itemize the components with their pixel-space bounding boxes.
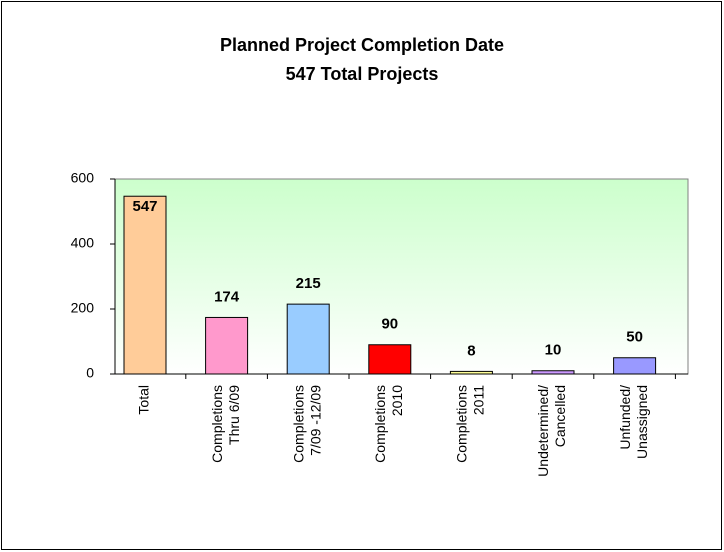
- value-label: 10: [545, 342, 562, 359]
- bar: [613, 357, 657, 375]
- x-tick-label: Cancelled: [552, 385, 568, 447]
- x-tick-label: Undetermined/: [535, 385, 551, 477]
- bar: [368, 344, 412, 375]
- value-label: 50: [626, 329, 643, 346]
- x-tick-label: Thru 6/09: [226, 385, 242, 445]
- value-label: 8: [467, 342, 475, 359]
- x-tick-label: Completions: [290, 385, 306, 463]
- x-tick-label: Unfunded/: [617, 385, 633, 450]
- bar: [286, 303, 330, 375]
- x-tick-label: 7/09 -12/09: [307, 385, 323, 456]
- chart-subtitle: 547 Total Projects: [286, 64, 439, 84]
- bar: [531, 370, 575, 375]
- x-tick-label: Completions: [209, 385, 225, 463]
- bar: [449, 370, 493, 375]
- x-tick-label: 2011: [471, 385, 487, 415]
- y-tick-label: 0: [86, 365, 94, 381]
- x-tick-label: Unassigned: [634, 385, 650, 459]
- value-label: 90: [381, 316, 398, 333]
- chart-title: Planned Project Completion Date: [220, 35, 504, 55]
- value-label: 547: [132, 198, 157, 215]
- x-tick-label: Completions: [372, 385, 388, 463]
- y-tick-label: 400: [71, 235, 95, 251]
- bar: [123, 195, 167, 375]
- y-tick-label: 600: [71, 170, 95, 186]
- x-tick-label: 2010: [389, 385, 405, 416]
- value-label: 215: [296, 275, 321, 292]
- x-tick-label: Completions: [454, 385, 470, 463]
- y-tick-label: 200: [71, 300, 95, 316]
- value-label: 174: [214, 288, 240, 305]
- x-tick-label: Total: [136, 385, 152, 415]
- bar: [205, 316, 249, 375]
